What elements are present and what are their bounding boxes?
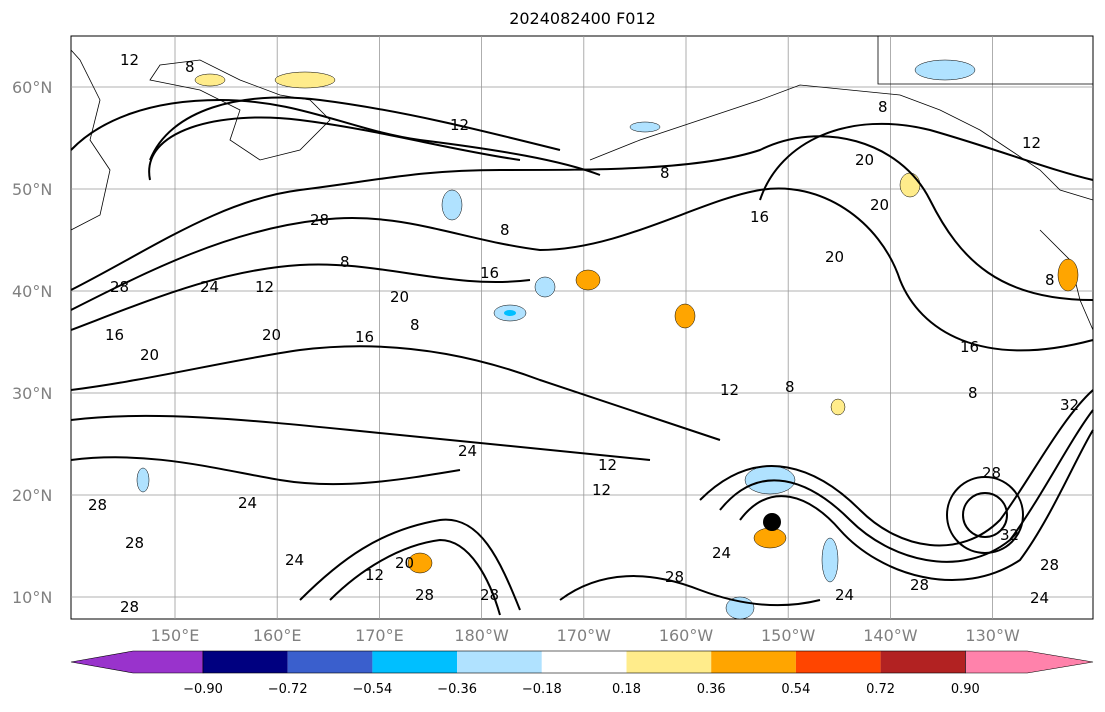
colorbar-segment: [203, 651, 288, 673]
colorbar-extend-max: [964, 650, 1094, 674]
contour-label: 16: [480, 264, 499, 282]
contour-label: 16: [105, 326, 124, 344]
contour-label: 28: [110, 278, 129, 296]
contour-lines: [70, 96, 1094, 616]
longitude-label: 170°W: [556, 626, 611, 645]
contour-label: 24: [238, 494, 257, 512]
chart-title: 2024082400 F012: [509, 9, 656, 28]
contour-label: 28: [415, 586, 434, 604]
longitude-label: 160°E: [252, 626, 302, 645]
contour-label: 12: [450, 116, 469, 134]
contour-label: 16: [750, 208, 769, 226]
contour-label: 28: [910, 576, 929, 594]
colorbar: [70, 650, 1094, 674]
contour-label: 24: [1030, 589, 1049, 607]
colorbar-tick-label: −0.18: [521, 682, 562, 697]
colorbar-tick-label: 0.54: [781, 682, 811, 697]
colorbar-segment: [795, 651, 881, 673]
colorbar-tick-label: −0.90: [183, 682, 223, 697]
colorbar-segment: [457, 651, 542, 673]
longitude-label: 160°W: [658, 626, 714, 645]
storm-center-marker: [763, 513, 781, 531]
contour-label: 8: [500, 221, 510, 239]
contour-label: 28: [982, 464, 1001, 482]
contour-label: 24: [458, 442, 477, 460]
colorbar-tick-label: 0.18: [612, 682, 641, 697]
latitude-label: 50°N: [12, 180, 53, 199]
contour-label: 8: [785, 378, 795, 396]
contour-label: 20: [825, 248, 844, 266]
contour-label: 16: [960, 338, 979, 356]
longitude-label: 180°W: [454, 626, 509, 645]
latitude-label: 30°N: [12, 384, 53, 403]
contour-label: 28: [310, 211, 329, 229]
contour-label: 8: [1045, 271, 1055, 289]
contour-label: 24: [835, 586, 854, 604]
contour-label: 32: [1000, 526, 1019, 544]
contour-label: 8: [410, 316, 420, 334]
latitude-label: 20°N: [12, 486, 53, 505]
contour-label: 32: [1060, 396, 1079, 414]
longitude-label: 150°W: [761, 626, 816, 645]
colorbar-segment: [711, 651, 796, 673]
contour-label: 20: [140, 346, 159, 364]
contour-label: 12: [1022, 134, 1041, 152]
contour-label: 8: [878, 98, 888, 116]
contour-label: 12: [720, 381, 739, 399]
colorbar-tick-label: −0.54: [352, 682, 393, 697]
contour-label: 20: [262, 326, 281, 344]
latitude-label: 40°N: [12, 282, 53, 301]
colorbar-segment: [372, 651, 458, 673]
colorbar-tick-label: 0.72: [866, 682, 896, 697]
latitude-label: 60°N: [12, 78, 53, 97]
colorbar-tick-label: −0.36: [437, 682, 478, 697]
contour-label: 24: [200, 278, 219, 296]
contour-label: 20: [390, 288, 409, 306]
colorbar-segment: [880, 651, 966, 673]
contour-label: 12: [592, 481, 611, 499]
contour-label: 20: [870, 196, 889, 214]
contour-label: 24: [712, 544, 731, 562]
contour-label: 8: [660, 164, 670, 182]
contour-label: 28: [125, 534, 144, 552]
contour-label: 12: [598, 456, 617, 474]
contour-label: 8: [340, 253, 350, 271]
contour-label: 20: [395, 554, 414, 572]
contour-label: 8: [968, 384, 978, 402]
contour-label: 12: [120, 51, 139, 69]
contour-label: 28: [665, 568, 684, 586]
latitude-label: 10°N: [12, 588, 53, 607]
colorbar-tick-label: −0.72: [267, 682, 308, 697]
contour-label: 12: [255, 278, 274, 296]
contour-label: 8: [185, 58, 195, 76]
contour-label: 12: [365, 566, 384, 584]
contour-label: 28: [480, 586, 499, 604]
longitude-label: 170°E: [355, 626, 404, 645]
contour-label: 24: [285, 551, 304, 569]
colorbar-segment: [541, 651, 627, 673]
contour-label: 28: [1040, 556, 1059, 574]
contour-label: 28: [88, 496, 107, 514]
longitude-label: 150°E: [150, 626, 200, 645]
contour-label: 20: [855, 151, 874, 169]
colorbar-tick-label: 0.36: [696, 682, 726, 697]
map-frame: [70, 35, 1094, 620]
longitude-label: 130°W: [965, 626, 1020, 645]
colorbar-segment: [626, 651, 712, 673]
contour-label: 28: [120, 598, 139, 616]
contour-label: 16: [355, 328, 374, 346]
longitude-label: 140°W: [863, 626, 918, 645]
colorbar-segment: [287, 651, 373, 673]
colorbar-tick-label: 0.90: [950, 682, 980, 697]
colorbar-extend-min: [70, 650, 204, 674]
